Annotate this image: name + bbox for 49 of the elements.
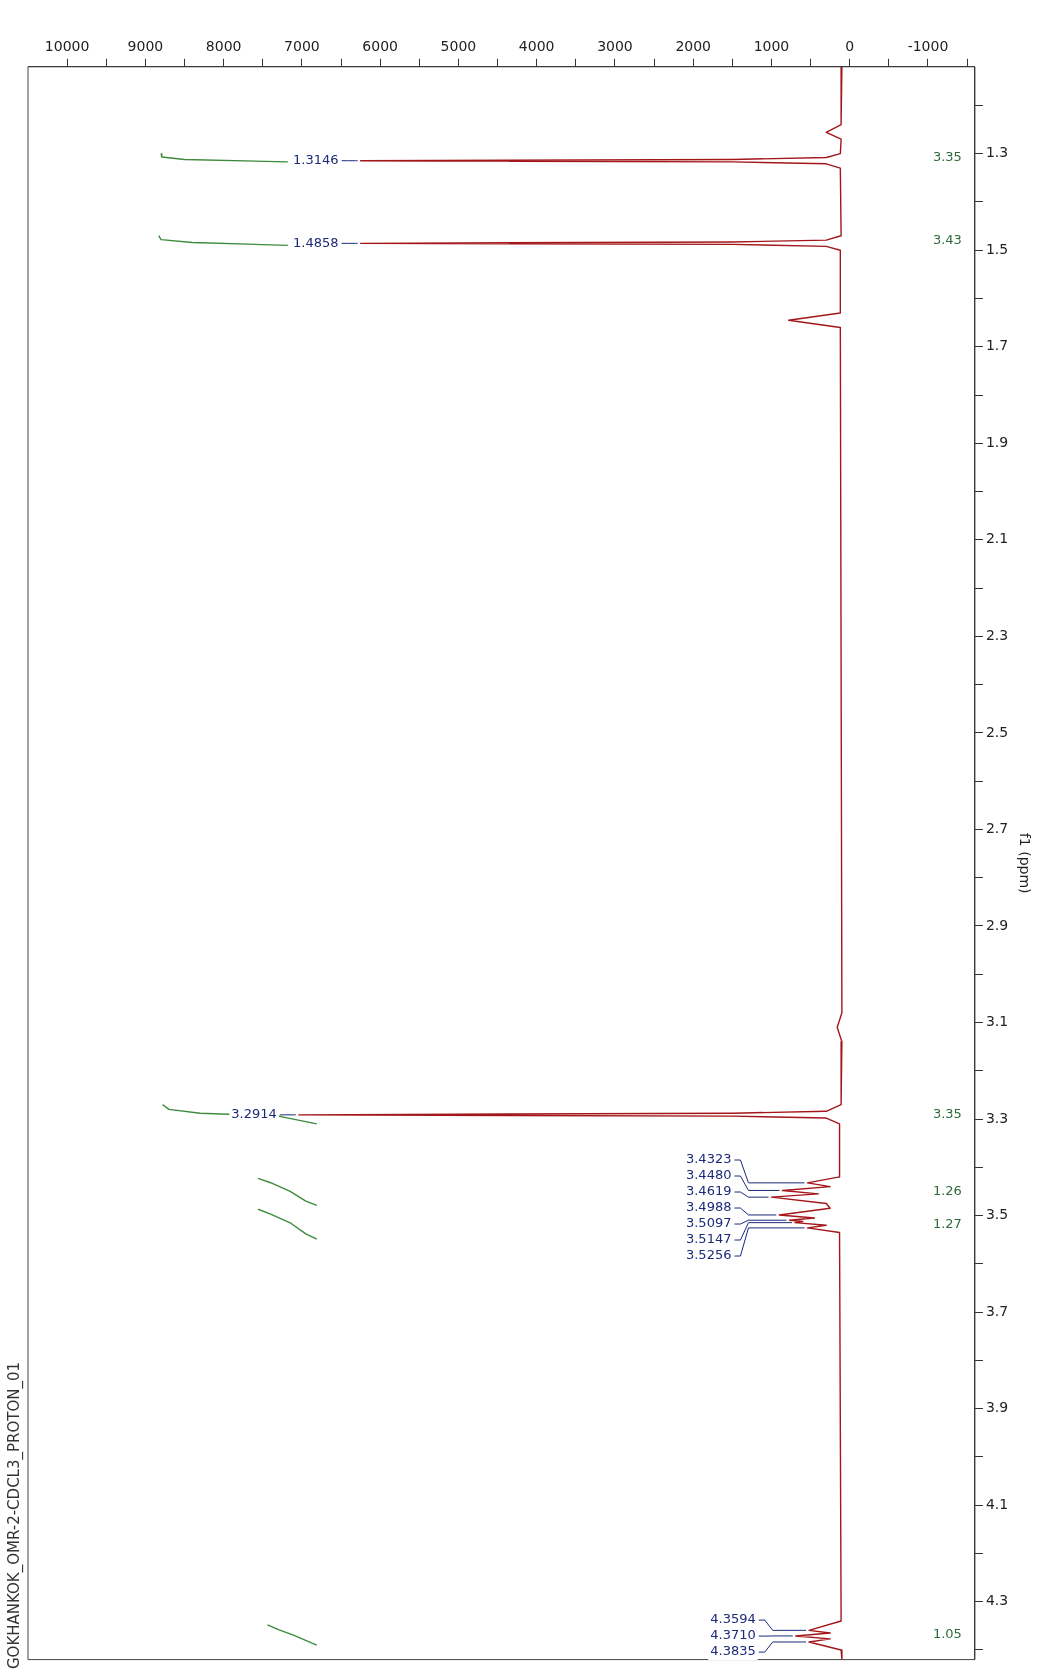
y-axis-title: f1 (ppm) (1016, 832, 1033, 894)
annotation: 3.35 (932, 1105, 962, 1121)
annotation: 3.35 (932, 149, 962, 165)
y-tick-label: 1.9 (985, 433, 1009, 450)
y-tick-label: 1.3 (985, 144, 1009, 161)
annotation: 4.3710 (710, 1627, 756, 1643)
annotation: 1.26 (932, 1183, 962, 1199)
x-tick-label: 2000 (675, 38, 712, 55)
annotation: 3.5097 (685, 1215, 732, 1231)
annotation: 1.05 (932, 1626, 962, 1642)
x-tick-label: 8000 (205, 38, 242, 55)
annotation: 1.27 (932, 1215, 962, 1231)
x-tick-label: 6000 (362, 38, 398, 55)
y-tick-label: 1.5 (985, 240, 1009, 257)
annotation: 3.4988 (685, 1199, 732, 1215)
x-tick-label: 1000 (753, 38, 790, 55)
y-tick-label: 2.3 (985, 626, 1009, 643)
y-tick-label: 4.3 (985, 1592, 1009, 1609)
x-tick-label: 0 (845, 38, 855, 55)
y-tick-label: 3.5 (985, 1206, 1009, 1223)
x-tick-label: 5000 (440, 38, 477, 55)
y-tick-label: 2.5 (985, 723, 1009, 740)
x-tick-label: 3000 (597, 38, 633, 55)
annotation: 3.4480 (685, 1167, 732, 1183)
x-tick-label: -1000 (907, 38, 949, 55)
annotation: 4.3594 (710, 1611, 756, 1627)
y-tick-label: 3.7 (985, 1302, 1009, 1319)
y-tick-label: 2.7 (985, 820, 1009, 837)
y-tick-label: 4.1 (985, 1495, 1009, 1512)
y-tick-label: 3.3 (985, 1109, 1009, 1126)
y-tick-label: 2.9 (985, 916, 1009, 933)
annotation: 3.4619 (685, 1183, 732, 1199)
y-tick-label: 3.1 (985, 1013, 1009, 1030)
y-tick-label: 1.7 (985, 337, 1009, 354)
x-tick-label: 10000 (44, 38, 90, 55)
annotation: 3.2914 (231, 1106, 277, 1122)
annotation: 3.43 (932, 231, 962, 247)
annotation: 1.4858 (293, 234, 339, 250)
annotation: 3.4323 (685, 1151, 732, 1167)
x-tick-label: 4000 (518, 38, 555, 55)
text: GOKHANKOK_OMR-2-CDCL3_PROTON_01 (4, 1361, 24, 1669)
y-tick-label: 2.1 (985, 530, 1009, 547)
annotation: 4.3835 (710, 1643, 756, 1659)
x-tick-label: 7000 (284, 38, 320, 55)
x-tick-label: 9000 (127, 38, 164, 55)
annotation: 3.5256 (685, 1247, 732, 1263)
annotation: 3.5147 (685, 1231, 732, 1247)
annotation: 1.3146 (293, 152, 339, 168)
y-tick-label: 3.9 (985, 1399, 1009, 1416)
